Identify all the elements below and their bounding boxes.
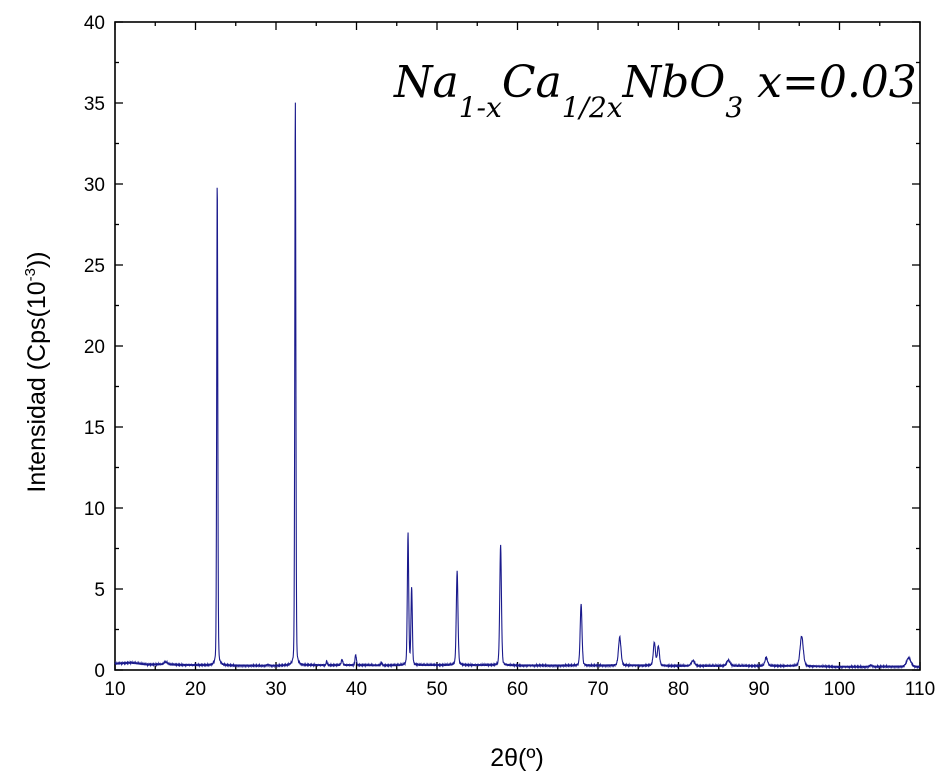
annotation-text: Na (393, 57, 459, 108)
x-axis-title: 2θ(º) (490, 744, 544, 772)
y-tick-label: 15 (84, 418, 105, 439)
x-tick-label: 30 (265, 679, 286, 700)
x-tick-label: 70 (587, 679, 608, 700)
y-axis-title-end: )) (23, 251, 51, 268)
x-tick-label: 40 (346, 679, 367, 700)
y-tick-label: 25 (84, 256, 105, 277)
x-tick-label: 20 (185, 679, 206, 700)
x-tick-label: 100 (824, 679, 856, 700)
y-tick-label: 5 (94, 580, 105, 601)
y-tick-label: 30 (84, 175, 105, 196)
y-axis-title-main: Intensidad (Cps(10 (23, 281, 51, 492)
x-tick-label: 90 (748, 679, 769, 700)
annotation-text: NbO (622, 57, 726, 108)
y-tick-label: 10 (84, 499, 105, 520)
series-line (114, 102, 921, 670)
annotation-text: x=0.03 (743, 57, 917, 108)
y-tick-label: 35 (84, 94, 105, 115)
annotation-subscript: 3 (725, 91, 743, 124)
y-tick-label: 0 (94, 661, 105, 682)
y-axis-title: Intensidad (Cps(10-3)) (22, 251, 51, 492)
x-ticks: 10 20 30 40 50 60 70 80 90 100 110 (104, 22, 935, 700)
annotation-subscript: 1-x (459, 91, 502, 124)
x-tick-label: 50 (426, 679, 447, 700)
x-tick-label: 60 (507, 679, 528, 700)
x-tick-label: 10 (104, 679, 125, 700)
y-tick-label: 20 (84, 337, 105, 358)
annotation-subscript: 1/2x (562, 91, 623, 124)
x-tick-label: 110 (905, 679, 935, 700)
plot-frame (114, 21, 921, 671)
x-tick-label: 80 (668, 679, 689, 700)
y-ticks: 0 5 10 15 20 25 30 35 40 (84, 13, 920, 682)
annotation-text: Ca (502, 57, 562, 108)
plot-area: 10 20 30 40 50 60 70 80 90 100 110 0 5 10 15 20 25 30 35 4… (84, 13, 935, 700)
y-axis-title-sup: -3 (22, 268, 39, 281)
y-tick-label: 40 (84, 13, 105, 34)
chart-annotation: Na1-xCa1/2xNbO3 x=0.03 (393, 57, 917, 124)
